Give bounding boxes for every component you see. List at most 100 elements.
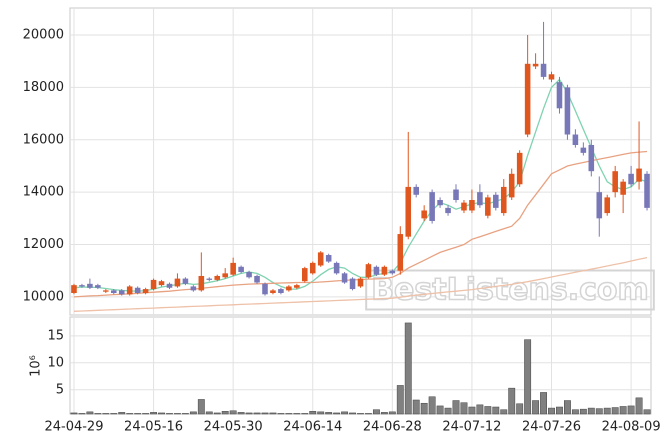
volume-bar <box>253 412 261 415</box>
volume-bar <box>500 409 508 415</box>
candle-body <box>572 134 579 145</box>
candle-body <box>110 290 117 293</box>
candle-body <box>532 63 539 67</box>
candle-body <box>469 200 475 211</box>
volume-axis-label: 10⁶ <box>29 355 44 377</box>
candle-body <box>262 283 268 295</box>
candle-body <box>309 262 316 274</box>
volume-bar <box>380 412 388 415</box>
candle-body <box>445 207 451 214</box>
candle-body <box>421 210 427 219</box>
candle-body <box>87 283 93 288</box>
volume-bar <box>325 412 333 415</box>
candle-body <box>222 273 228 278</box>
y-tick-label: 14000 <box>23 185 64 200</box>
volume-bar <box>269 412 277 415</box>
candle-body <box>71 285 77 293</box>
candle-body <box>580 147 587 153</box>
volume-bar <box>627 405 635 415</box>
candle-body <box>134 287 141 293</box>
candle-body <box>286 286 292 291</box>
candle-body <box>198 275 205 291</box>
volume-frame <box>69 316 652 415</box>
candle-body <box>540 63 547 77</box>
volume-bar <box>213 412 221 415</box>
volume-bar <box>277 413 285 415</box>
volume-bar <box>643 409 651 415</box>
watermark: BestListens.com <box>371 273 649 308</box>
candle-body <box>166 283 173 288</box>
candle-body <box>604 197 611 214</box>
candle-body <box>381 266 388 275</box>
volume-bar <box>102 413 110 415</box>
volume-bar <box>468 406 476 415</box>
y-tick-label: 16000 <box>23 132 64 147</box>
x-tick-label: 24-07-26 <box>522 420 581 435</box>
candle-body <box>214 275 221 280</box>
x-tick-label: 24-07-12 <box>442 420 501 435</box>
volume-bar <box>126 413 134 415</box>
moving-average-line <box>73 256 648 312</box>
candle-body <box>302 268 308 282</box>
y-tick-label: 10000 <box>23 289 64 304</box>
volume-bar <box>189 411 197 415</box>
volume-bar <box>365 413 372 415</box>
volume-bar <box>134 413 142 415</box>
candle-body <box>238 266 244 273</box>
candle-body <box>278 289 284 293</box>
volume-bar <box>563 400 571 415</box>
volume-bar <box>317 411 325 415</box>
volume-bar <box>428 396 436 415</box>
candle-body <box>270 290 276 293</box>
volume-bar <box>412 399 420 415</box>
candle-body <box>493 194 499 208</box>
volume-bar <box>571 409 579 415</box>
volume-bar <box>396 385 404 415</box>
volume-bar <box>110 413 118 415</box>
volume-bar <box>444 407 452 415</box>
volume-bar <box>388 411 396 415</box>
y-tick-label: 12000 <box>23 237 64 252</box>
volume-bar <box>237 412 245 415</box>
candle-body <box>230 262 236 275</box>
volume-bar <box>619 406 627 415</box>
volume-bar <box>333 412 341 415</box>
candle-body <box>182 278 189 284</box>
candle-body <box>628 173 634 185</box>
candle-body <box>349 278 356 290</box>
volume-bar <box>404 322 412 415</box>
candle-body <box>357 278 364 287</box>
volume-bar <box>341 411 349 415</box>
price-frame <box>69 7 652 316</box>
candle-body <box>174 278 181 287</box>
x-tick-label: 24-05-30 <box>204 420 263 435</box>
watermark-box <box>365 269 655 311</box>
candle-body <box>333 262 340 274</box>
volume-bar <box>484 406 492 415</box>
candle-body <box>190 286 197 291</box>
volume-bar <box>611 407 619 415</box>
candle-body <box>389 270 396 274</box>
candle-body <box>317 252 324 266</box>
candle-body <box>397 234 404 271</box>
volume-bar <box>86 411 94 415</box>
x-tick-label: 24-08-09 <box>602 420 661 435</box>
candle-body <box>79 285 85 287</box>
volume-bar <box>174 413 181 415</box>
candle-body <box>126 286 133 295</box>
volume-bar <box>309 411 317 415</box>
volume-bar <box>197 399 205 415</box>
volume-bar <box>516 403 524 415</box>
volume-bar <box>492 406 500 415</box>
candle-body <box>461 202 467 211</box>
candle-body <box>596 192 603 219</box>
volume-bar <box>452 400 460 415</box>
candle-body <box>644 173 650 208</box>
x-tick-label: 24-06-28 <box>363 420 422 435</box>
volume-bar <box>293 413 301 415</box>
volume-bar <box>181 413 189 415</box>
volume-bar <box>229 410 237 415</box>
candle-body <box>524 63 531 135</box>
candle-body <box>118 290 125 295</box>
volume-bar <box>158 412 165 415</box>
